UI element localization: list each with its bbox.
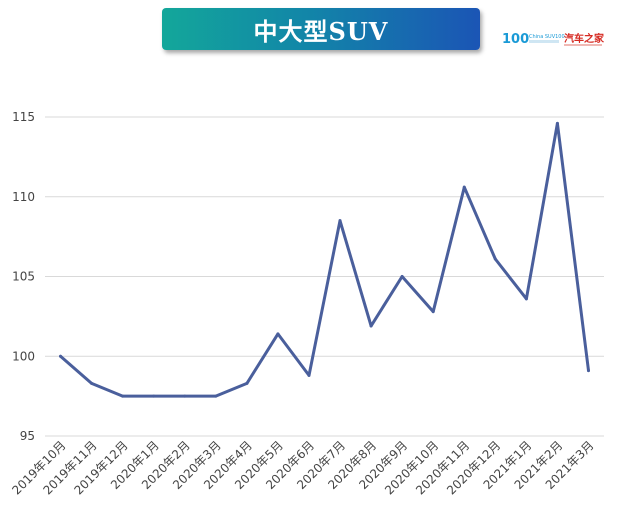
data-point [245, 381, 249, 385]
data-point [214, 394, 218, 398]
data-point [152, 394, 156, 398]
svg-text:100: 100 [502, 32, 529, 47]
series-line [59, 121, 590, 398]
data-point [555, 121, 559, 125]
data-point [524, 297, 528, 301]
y-tick-label: 100 [12, 349, 35, 363]
data-point [307, 373, 311, 377]
data-point [59, 354, 63, 358]
data-point [431, 310, 435, 314]
svg-text:汽车之家: 汽车之家 [564, 32, 605, 45]
svg-text:China SUV100: China SUV100 [529, 34, 565, 40]
chart-title-banner: 中大型SUV [162, 8, 480, 50]
data-point [183, 394, 187, 398]
data-point [90, 381, 94, 385]
data-point [586, 369, 590, 373]
y-tick-label: 95 [20, 429, 35, 443]
y-tick-label: 105 [12, 270, 35, 284]
data-point [121, 394, 125, 398]
data-point [369, 324, 373, 328]
data-point [276, 332, 280, 336]
data-point [338, 219, 342, 223]
data-point [462, 185, 466, 189]
autohome-logo-icon: 100 China SUV100 汽车之家 [502, 32, 605, 47]
y-tick-label: 110 [12, 190, 35, 204]
data-point [400, 275, 404, 278]
y-tick-label: 115 [12, 110, 35, 124]
chart-title: 中大型SUV [253, 16, 389, 46]
data-point [493, 257, 497, 261]
